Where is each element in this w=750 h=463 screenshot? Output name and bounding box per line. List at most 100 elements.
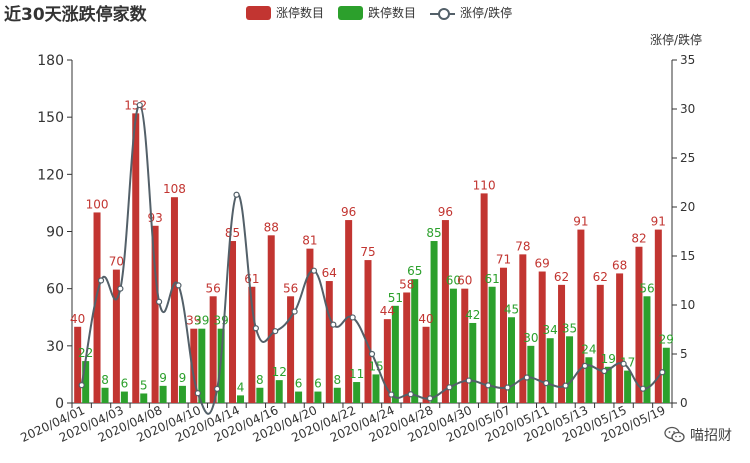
bar-limit-down [295, 391, 303, 403]
bar-limit-down [643, 296, 651, 403]
legend-label-limit-down: 跌停数目 [368, 6, 417, 20]
bar-limit-down [159, 385, 167, 403]
bar-limit-up [422, 326, 430, 403]
bar-label-limit-up: 91 [651, 215, 666, 229]
bar-label-limit-up: 44 [380, 304, 395, 318]
bar-label-limit-up: 64 [322, 266, 337, 280]
bar-limit-up [461, 288, 469, 403]
ratio-point [194, 390, 201, 397]
bar-label-limit-up: 70 [109, 255, 124, 269]
bar-label-limit-down: 9 [179, 371, 187, 385]
y-right-tick-label: 0 [680, 396, 688, 410]
bar-limit-up [345, 220, 353, 403]
bar-limit-down [101, 387, 109, 403]
y-right-tick-label: 20 [680, 200, 695, 214]
bar-limit-up [480, 193, 488, 403]
legend-swatch-limit-up [246, 5, 271, 20]
ratio-point [233, 191, 240, 198]
bar-label-limit-up: 62 [554, 270, 569, 284]
bar-limit-up [132, 113, 140, 403]
ratio-point [523, 374, 530, 381]
ratio-point [368, 350, 376, 358]
ratio-point [581, 362, 589, 369]
ratio-point [426, 395, 434, 402]
bar-label-limit-up: 39 [186, 314, 201, 328]
bar-limit-up [654, 229, 662, 403]
bar-label-limit-up: 88 [264, 220, 279, 234]
bar-label-limit-down: 8 [256, 373, 264, 387]
bar-label-limit-down: 45 [504, 302, 519, 316]
bar-label-limit-down: 39 [214, 314, 229, 328]
bar-label-limit-down: 51 [388, 291, 403, 305]
bar-label-limit-up: 85 [225, 226, 240, 240]
y-left-tick-label: 60 [46, 282, 64, 298]
bar-label-limit-down: 4 [237, 380, 245, 394]
bar-limit-down [198, 328, 206, 403]
y-right-axis-name: 涨停/跌停 [650, 32, 702, 47]
bar-limit-down [469, 322, 477, 403]
bar-limit-up [112, 269, 120, 403]
ratio-point [117, 285, 124, 292]
bar-label-limit-down: 22 [78, 346, 93, 360]
ratio-point [407, 391, 414, 398]
y-right-tick-label: 15 [680, 249, 695, 263]
bar-limit-up [364, 260, 372, 403]
bar-limit-up [287, 296, 295, 403]
bar-limit-down [82, 361, 90, 403]
legend-item-limit-up[interactable]: 涨停数目 [246, 4, 324, 21]
bar-label-limit-down: 85 [426, 226, 441, 240]
bar-limit-up [441, 220, 449, 403]
ratio-point [175, 282, 182, 289]
legend-item-ratio[interactable]: 涨停/跌停 [430, 4, 512, 21]
y-left-tick-label: 90 [46, 225, 64, 241]
bar-label-limit-down: 6 [314, 377, 322, 391]
bar-label-limit-up: 71 [496, 253, 511, 267]
ratio-point [78, 382, 85, 389]
ratio-point [291, 308, 298, 315]
bar-label-limit-down: 9 [159, 371, 167, 385]
bar-limit-down [449, 288, 457, 403]
bar-limit-up [383, 319, 391, 403]
bar-limit-down [411, 279, 419, 403]
bar-label-limit-down: 8 [101, 373, 109, 387]
bar-label-limit-up: 40 [70, 312, 85, 326]
y-right-tick-label: 35 [680, 53, 695, 67]
bar-limit-down [604, 366, 612, 403]
ratio-point [136, 101, 143, 109]
bar-limit-up [306, 248, 314, 403]
y-right-tick-label: 25 [680, 151, 695, 165]
bar-limit-up [519, 254, 527, 403]
bar-label-limit-up: 110 [473, 178, 496, 192]
bar-limit-up [151, 225, 159, 403]
bar-label-limit-down: 24 [581, 342, 596, 356]
bar-label-limit-down: 35 [562, 321, 577, 335]
bar-label-limit-up: 108 [163, 182, 186, 196]
bar-limit-up [616, 273, 624, 403]
y-right-tick-label: 10 [680, 298, 695, 312]
legend-item-limit-down[interactable]: 跌停数目 [338, 4, 416, 21]
bar-label-limit-down: 12 [272, 365, 287, 379]
bar-limit-down [662, 347, 670, 403]
bar-label-limit-down: 42 [465, 308, 480, 322]
ratio-point [330, 321, 337, 328]
bar-limit-up [538, 271, 546, 403]
y-left-tick-label: 180 [37, 53, 64, 69]
bar-label-limit-down: 30 [523, 331, 538, 345]
bar-limit-down [237, 395, 245, 403]
bar-limit-up [93, 212, 101, 403]
y-left-tick-label: 0 [55, 396, 64, 412]
y-left-tick-label: 150 [37, 110, 64, 126]
bar-label-limit-up: 69 [535, 257, 550, 271]
bar-limit-down [333, 387, 341, 403]
bar-limit-down [624, 370, 632, 403]
bar-limit-down [353, 382, 361, 403]
bar-limit-up [403, 292, 411, 403]
bar-label-limit-down: 19 [601, 352, 616, 366]
bar-label-limit-down: 6 [121, 377, 129, 391]
ratio-point [465, 377, 472, 384]
ratio-point [504, 384, 511, 391]
bar-limit-up [170, 197, 178, 403]
bar-label-limit-down: 39 [194, 314, 209, 328]
ratio-point [601, 367, 608, 375]
ratio-point [485, 382, 492, 389]
